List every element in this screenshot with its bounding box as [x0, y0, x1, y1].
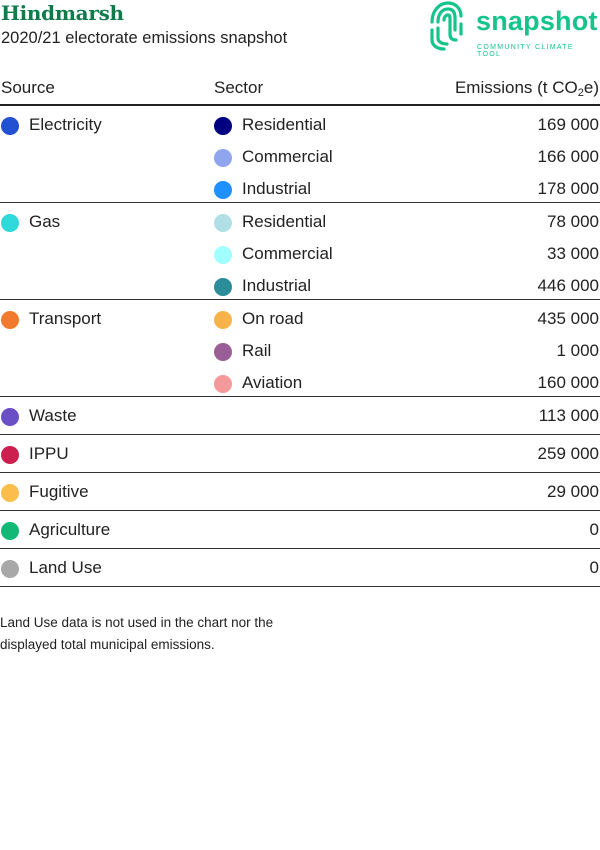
column-header-source: Source [1, 78, 55, 97]
emissions-value: 435 000 [537, 309, 599, 328]
sector-color-dot [214, 375, 232, 393]
table-header: Source Sector Emissions (t CO2e) [0, 72, 600, 106]
table-row: Agriculture 0 [0, 511, 600, 548]
emissions-value: 0 [589, 520, 599, 539]
emissions-value: 33 000 [547, 244, 599, 263]
source-group-electricity: Electricity Residential 169 000 Commercial 1… [0, 106, 600, 203]
table-row: Industrial 178 000 [0, 170, 600, 202]
sector-label: On road [242, 309, 304, 328]
fingerprint-icon [430, 1, 463, 51]
source-group-transport: Transport On road 435 000 Rail 1 000 Aviation… [0, 300, 600, 397]
sector-color-dot [214, 311, 232, 329]
sector-label: Industrial [242, 179, 311, 198]
table-row: Transport On road 435 000 [0, 300, 600, 332]
table-row: Industrial 446 000 [0, 267, 600, 299]
sector-label: Commercial [242, 244, 333, 263]
source-group-ippu: IPPU 259 000 [0, 435, 600, 473]
page-header: Hindmarsh 2020/21 electorate emissions s… [0, 0, 600, 60]
emissions-value: 78 000 [547, 212, 599, 231]
table-row: Waste 113 000 [0, 397, 600, 434]
sector-color-dot [214, 117, 232, 135]
source-color-dot [1, 117, 19, 135]
table-row: Commercial 33 000 [0, 235, 600, 267]
logo-tagline: COMMUNITY CLIMATE TOOL [477, 44, 574, 58]
emissions-value: 0 [589, 558, 599, 577]
emissions-header-text: Emissions (t CO [454, 78, 578, 97]
emissions-table-body: Electricity Residential 169 000 Commercial 1… [0, 106, 600, 587]
source-group-fugitive: Fugitive 29 000 [0, 473, 600, 511]
emissions-value: 259 000 [537, 444, 599, 463]
emissions-value: 160 000 [537, 373, 599, 392]
source-color-dot [1, 446, 19, 464]
sector-label: Industrial [242, 276, 311, 295]
sector-color-dot [214, 181, 232, 199]
land-use-note: Land Use data is not used in the chart n… [0, 612, 320, 656]
source-group-gas: Gas Residential 78 000 Commercial 33 000 Indu… [0, 203, 600, 300]
sector-color-dot [214, 343, 232, 361]
sector-label: Residential [242, 212, 327, 231]
note-line-2: displayed total municipal emissions. [0, 637, 215, 652]
sector-color-dot [214, 246, 232, 264]
source-label: Fugitive [29, 482, 89, 501]
page-subtitle: 2020/21 electorate emissions snapshot [1, 29, 288, 47]
sector-label: Commercial [242, 147, 333, 166]
table-row: IPPU 259 000 [0, 435, 600, 472]
snapshot-logo[interactable]: snapshot COMMUNITY CLIMATE TOOL [428, 0, 600, 58]
emissions-value: 178 000 [537, 179, 599, 198]
source-label: Agriculture [29, 520, 111, 539]
source-label: Electricity [29, 115, 102, 134]
table-row: Electricity Residential 169 000 [0, 106, 600, 138]
emissions-header-suffix: e) [583, 78, 599, 97]
column-header-emissions: Emissions (t CO2e) [455, 78, 599, 99]
table-row: Commercial 166 000 [0, 138, 600, 170]
emissions-value: 1 000 [556, 341, 599, 360]
sector-label: Aviation [242, 373, 303, 392]
logo-wordmark: snapshot [476, 6, 598, 36]
table-row: Land Use 0 [0, 549, 600, 586]
source-color-dot [1, 408, 19, 426]
sector-label: Rail [242, 341, 272, 360]
sector-color-dot [214, 278, 232, 296]
source-group-agriculture: Agriculture 0 [0, 511, 600, 549]
emissions-value: 446 000 [537, 276, 599, 295]
source-label: Gas [29, 212, 61, 231]
source-group-land-use: Land Use 0 [0, 549, 600, 587]
source-color-dot [1, 522, 19, 540]
emissions-header-subscript: 2 [577, 87, 584, 99]
source-label: IPPU [29, 444, 69, 463]
source-label: Waste [29, 406, 77, 425]
sector-color-dot [214, 214, 232, 232]
source-color-dot [1, 560, 19, 578]
emissions-value: 166 000 [537, 147, 599, 166]
source-label: Transport [29, 309, 102, 328]
table-row: Gas Residential 78 000 [0, 203, 600, 235]
column-header-sector: Sector [214, 78, 264, 97]
page-title: Hindmarsh [1, 1, 124, 25]
table-row: Aviation 160 000 [0, 364, 600, 396]
sector-label: Residential [242, 115, 327, 134]
emissions-value: 29 000 [547, 482, 599, 501]
emissions-value: 113 000 [538, 406, 599, 425]
source-color-dot [1, 484, 19, 502]
source-color-dot [1, 214, 19, 232]
source-group-waste: Waste 113 000 [0, 397, 600, 435]
sector-color-dot [214, 149, 232, 167]
table-row: Rail 1 000 [0, 332, 600, 364]
emissions-value: 169 000 [537, 115, 599, 134]
note-line-1: Land Use data is not used in the chart n… [0, 615, 274, 630]
source-label: Land Use [29, 558, 102, 577]
source-color-dot [1, 311, 19, 329]
table-row: Fugitive 29 000 [0, 473, 600, 510]
